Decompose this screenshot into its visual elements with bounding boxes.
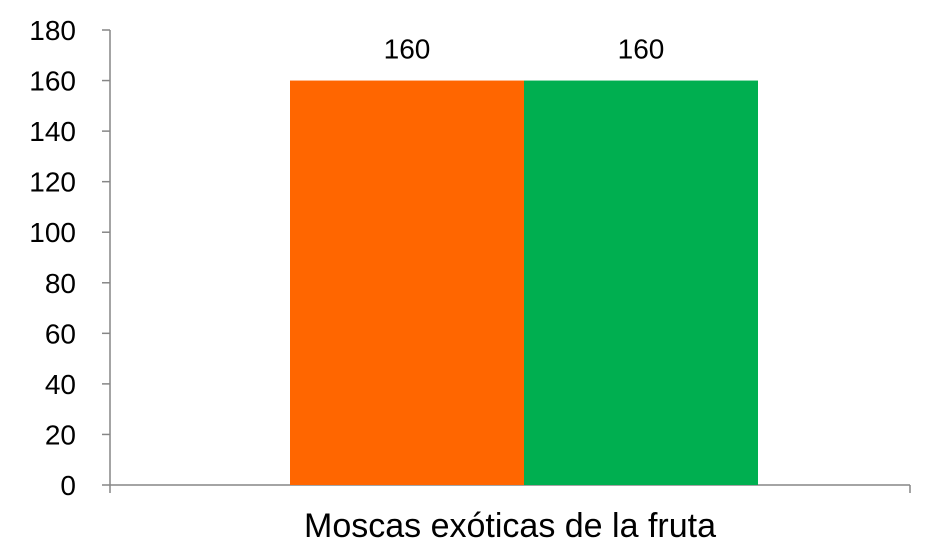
y-tick-label: 80 <box>45 268 76 299</box>
y-tick-label: 180 <box>29 15 76 46</box>
x-axis <box>109 484 911 493</box>
y-tick-label: 160 <box>29 66 76 97</box>
data-label-series-2: 160 <box>618 34 665 65</box>
y-tick-label: 60 <box>45 318 76 349</box>
data-labels: 160 160 <box>384 34 665 65</box>
y-tick-label: 20 <box>45 419 76 450</box>
bar-series-1 <box>290 80 524 486</box>
bar-series-2 <box>524 80 758 486</box>
category-label: Moscas exóticas de la fruta <box>304 507 716 545</box>
y-tick-label: 40 <box>45 369 76 400</box>
data-label-series-1: 160 <box>384 34 431 65</box>
y-tick-label: 140 <box>29 116 76 147</box>
y-axis: 0 20 40 60 80 100 120 140 160 180 <box>29 15 111 501</box>
y-tick-label: 100 <box>29 217 76 248</box>
bars <box>290 80 758 486</box>
y-tick-label: 120 <box>29 167 76 198</box>
y-tick-label: 0 <box>60 470 76 501</box>
